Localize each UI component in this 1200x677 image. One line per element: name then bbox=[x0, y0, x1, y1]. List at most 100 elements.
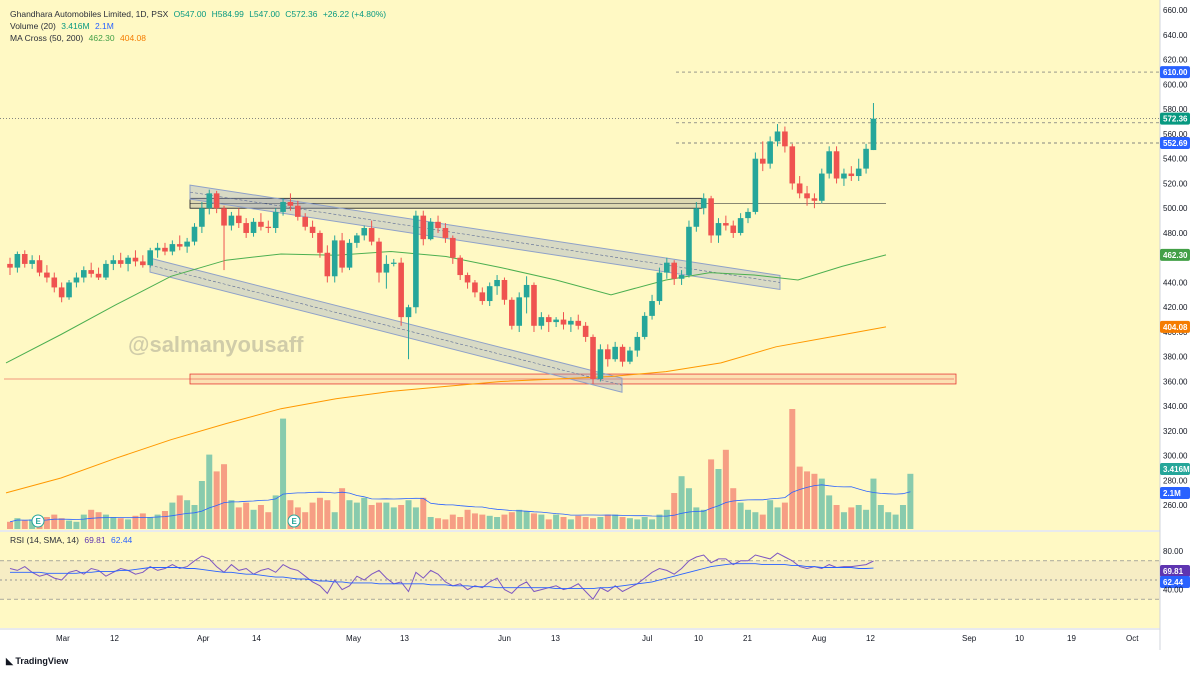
candle-body bbox=[147, 250, 154, 266]
candle-body bbox=[450, 237, 456, 258]
volume-bar bbox=[176, 495, 183, 529]
legend-rsi-label: RSI (14, SMA, 14) bbox=[10, 535, 79, 545]
candle-body bbox=[95, 273, 102, 278]
volume-bar bbox=[907, 473, 914, 529]
volume-bar bbox=[715, 469, 722, 529]
candle-body bbox=[383, 263, 390, 273]
ma50-line bbox=[5, 250, 887, 364]
volume-bar bbox=[110, 517, 117, 529]
legend-volume-ma: 2.1M bbox=[94, 21, 114, 31]
candle-body bbox=[331, 240, 338, 277]
candle-body bbox=[782, 131, 788, 147]
price-badge bbox=[1160, 576, 1190, 588]
price-badge-label: 572.36 bbox=[1163, 115, 1188, 124]
candle-body bbox=[81, 270, 87, 278]
rsi-tick-label: 40.00 bbox=[1163, 586, 1184, 595]
legend-volume-label: Volume (20) bbox=[10, 21, 56, 31]
candle-body bbox=[73, 277, 80, 283]
candle-body bbox=[848, 173, 855, 177]
price-tick-label: 380.00 bbox=[1163, 353, 1188, 362]
legend-ma-row[interactable]: MA Cross (50, 200) 462.30 404.08 bbox=[10, 33, 149, 43]
tradingview-brand[interactable]: ◣ TradingView bbox=[6, 656, 68, 667]
legend-symbol[interactable]: Ghandhara Automobiles Limited, 1D, PSX bbox=[10, 9, 169, 19]
volume-bar bbox=[767, 500, 774, 529]
candle-body bbox=[427, 221, 434, 240]
volume-bar bbox=[567, 519, 574, 529]
price-badge bbox=[1160, 463, 1190, 475]
channel-band bbox=[189, 184, 781, 291]
candle-body bbox=[745, 211, 751, 219]
candle-body bbox=[21, 254, 28, 264]
candle-body bbox=[841, 173, 847, 179]
candle-body bbox=[730, 225, 737, 233]
volume-bar bbox=[892, 514, 899, 529]
volume-bar bbox=[125, 519, 132, 529]
volume-bar bbox=[840, 512, 847, 529]
volume-bar bbox=[102, 514, 109, 529]
volume-bar bbox=[870, 478, 877, 529]
volume-bar bbox=[147, 517, 154, 529]
volume-bar bbox=[405, 500, 412, 529]
volume-bar bbox=[649, 519, 656, 529]
volume-bar bbox=[324, 500, 331, 529]
price-tick-label: 640.00 bbox=[1163, 31, 1188, 40]
candle-body bbox=[206, 193, 213, 209]
volume-bar bbox=[811, 473, 818, 529]
candle-body bbox=[833, 151, 840, 179]
candle-body bbox=[568, 320, 574, 325]
volume-bar bbox=[560, 517, 567, 529]
volume-bar bbox=[132, 515, 139, 529]
volume-bar bbox=[486, 515, 493, 529]
candle-body bbox=[501, 279, 508, 300]
legend-rsi-row[interactable]: RSI (14, SMA, 14) 69.81 62.44 bbox=[10, 535, 135, 545]
candle-body bbox=[154, 247, 161, 251]
volume-bar bbox=[228, 500, 235, 529]
candle-body bbox=[280, 202, 286, 212]
candle-body bbox=[14, 254, 21, 268]
volume-bar bbox=[855, 505, 862, 529]
candle-body bbox=[125, 257, 131, 264]
candle-body bbox=[796, 183, 803, 194]
candle-body bbox=[582, 325, 589, 337]
volume-bar bbox=[538, 514, 545, 529]
price-badge-label: 2.1M bbox=[1163, 489, 1181, 498]
candle-body bbox=[678, 275, 685, 279]
price-tick-label: 500.00 bbox=[1163, 204, 1188, 213]
candle-body bbox=[634, 336, 641, 351]
candle-body bbox=[472, 282, 478, 293]
volume-bar bbox=[302, 512, 309, 529]
legend-high: H584.99 bbox=[211, 9, 244, 19]
price-tick-label: 480.00 bbox=[1163, 229, 1188, 238]
volume-bar bbox=[43, 517, 50, 529]
volume-bar bbox=[154, 514, 161, 529]
volume-bar bbox=[420, 497, 427, 529]
time-tick-label: Apr bbox=[197, 634, 210, 643]
volume-bar bbox=[737, 502, 744, 529]
candle-body bbox=[804, 193, 810, 199]
volume-bar bbox=[494, 517, 501, 529]
volume-bar bbox=[29, 519, 36, 529]
candle-body bbox=[516, 297, 523, 326]
candle-body bbox=[398, 262, 404, 318]
candle-body bbox=[494, 279, 500, 287]
volume-bar bbox=[464, 509, 471, 529]
candle-body bbox=[664, 262, 670, 273]
candle-body bbox=[619, 346, 626, 362]
legend-symbol-row: Ghandhara Automobiles Limited, 1D, PSX O… bbox=[10, 9, 389, 19]
volume-bar bbox=[752, 512, 759, 529]
time-tick-label: 13 bbox=[551, 634, 560, 643]
price-tick-label: 260.00 bbox=[1163, 501, 1188, 510]
volume-bar bbox=[14, 518, 21, 529]
price-tick-label: 620.00 bbox=[1163, 56, 1188, 65]
price-tick-label: 540.00 bbox=[1163, 155, 1188, 164]
watermark-text: @salmanyousaff bbox=[128, 332, 304, 357]
candle-body bbox=[627, 350, 633, 362]
volume-bar bbox=[95, 512, 102, 529]
legend-volume-row[interactable]: Volume (20) 3.416M 2.1M bbox=[10, 21, 117, 31]
volume-bar bbox=[877, 505, 884, 529]
candle-body bbox=[390, 262, 397, 264]
volume-bar bbox=[545, 519, 552, 529]
time-tick-label: Jul bbox=[642, 634, 652, 643]
